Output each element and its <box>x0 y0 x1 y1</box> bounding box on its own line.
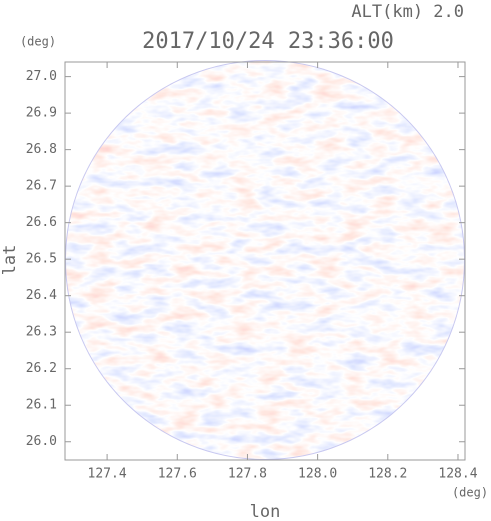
y-unit: (deg) <box>20 35 56 49</box>
y-tick-label: 26.6 <box>26 215 57 230</box>
x-tick-label: 127.6 <box>158 467 197 482</box>
x-unit: (deg) <box>452 486 488 500</box>
y-tick-label: 26.7 <box>26 179 57 194</box>
y-tick-label: 26.5 <box>26 252 57 267</box>
y-tick-label: 26.3 <box>26 325 57 340</box>
echo-field <box>65 60 465 460</box>
y-tick-label: 26.8 <box>26 142 57 157</box>
chart-subtitle: ALT(km) 2.0 <box>351 2 464 22</box>
plot-frame <box>64 61 466 461</box>
y-tick-label: 27.0 <box>26 69 57 84</box>
y-tick-label: 26.0 <box>26 434 57 449</box>
y-axis-label: lat <box>0 245 20 276</box>
x-tick-label: 128.0 <box>298 467 337 482</box>
y-tick-label: 26.2 <box>26 361 57 376</box>
x-tick-label: 128.2 <box>368 467 407 482</box>
chart-title: 2017/10/24 23:36:00 <box>142 29 394 54</box>
x-axis-label: lon <box>250 502 281 521</box>
x-tick-label: 127.8 <box>228 467 267 482</box>
y-tick-label: 26.9 <box>26 106 57 121</box>
echo-texture <box>65 60 465 460</box>
x-tick-label: 127.4 <box>88 467 127 482</box>
y-tick-label: 26.4 <box>26 288 57 303</box>
y-tick-label: 26.1 <box>26 398 57 413</box>
x-tick-label: 128.4 <box>438 467 477 482</box>
